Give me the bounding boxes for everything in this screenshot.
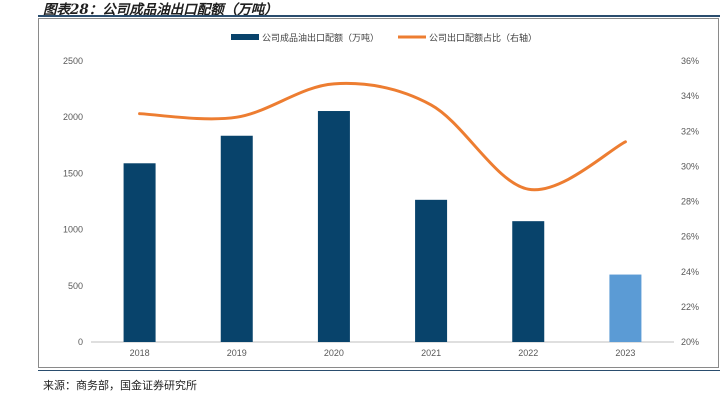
x-tick-label: 2018: [130, 348, 150, 358]
bar-2023: [609, 274, 642, 342]
left-tick-label: 0: [78, 337, 83, 347]
right-tick-label: 20%: [681, 337, 699, 347]
right-tick-label: 24%: [681, 267, 699, 277]
x-tick-label: 2021: [421, 348, 441, 358]
x-tick-label: 2019: [227, 348, 247, 358]
left-tick-label: 500: [68, 281, 83, 291]
bar-2019: [220, 135, 253, 342]
x-tick-label: 2022: [518, 348, 538, 358]
bar-2021: [415, 199, 448, 342]
left-axis: 0 500 1000 1500 2000 2500: [63, 56, 83, 347]
x-tick-label: 2020: [324, 348, 344, 358]
bar-2022: [512, 221, 545, 342]
chart-frame: 公司成品油出口配额（万吨） 公司出口配额占比（右轴） 0 500 1000 1500 2…: [38, 18, 719, 368]
right-tick-label: 22%: [681, 302, 699, 312]
left-tick-label: 2000: [63, 112, 83, 122]
share-line: [138, 81, 627, 192]
right-tick-label: 34%: [681, 91, 699, 101]
right-tick-label: 32%: [681, 126, 699, 136]
combo-chart: 公司成品油出口配额（万吨） 公司出口配额占比（右轴） 0 500 1000 1500 2…: [63, 32, 699, 358]
figure-title: 图表28：公司成品油出口配额（万吨）: [43, 2, 278, 18]
right-tick-label: 26%: [681, 232, 699, 242]
right-axis: 20% 22% 24% 26% 28% 30% 32% 34% 36%: [681, 56, 699, 347]
x-axis: 2018 2019 2020 2021 2022 2023: [130, 348, 636, 358]
left-tick-label: 2500: [63, 56, 83, 66]
source-note: 来源：商务部，国金证券研究所: [43, 379, 197, 392]
right-tick-label: 30%: [681, 161, 699, 171]
x-tick-label: 2023: [615, 348, 635, 358]
bar-series: [123, 111, 642, 342]
bottom-divider: [38, 370, 720, 371]
right-tick-label: 36%: [681, 56, 699, 66]
right-tick-label: 28%: [681, 197, 699, 207]
bar-2018: [123, 163, 156, 342]
left-tick-label: 1500: [63, 168, 83, 178]
legend-label-line: 公司出口配额占比（右轴）: [429, 32, 537, 44]
bar-2020: [317, 111, 350, 342]
legend-label-bars: 公司成品油出口配额（万吨）: [262, 32, 379, 44]
left-tick-label: 1000: [63, 225, 83, 235]
chart-legend: 公司成品油出口配额（万吨） 公司出口配额占比（右轴）: [231, 32, 537, 44]
legend-swatch-bars: [231, 34, 259, 40]
title-divider: [38, 15, 720, 17]
